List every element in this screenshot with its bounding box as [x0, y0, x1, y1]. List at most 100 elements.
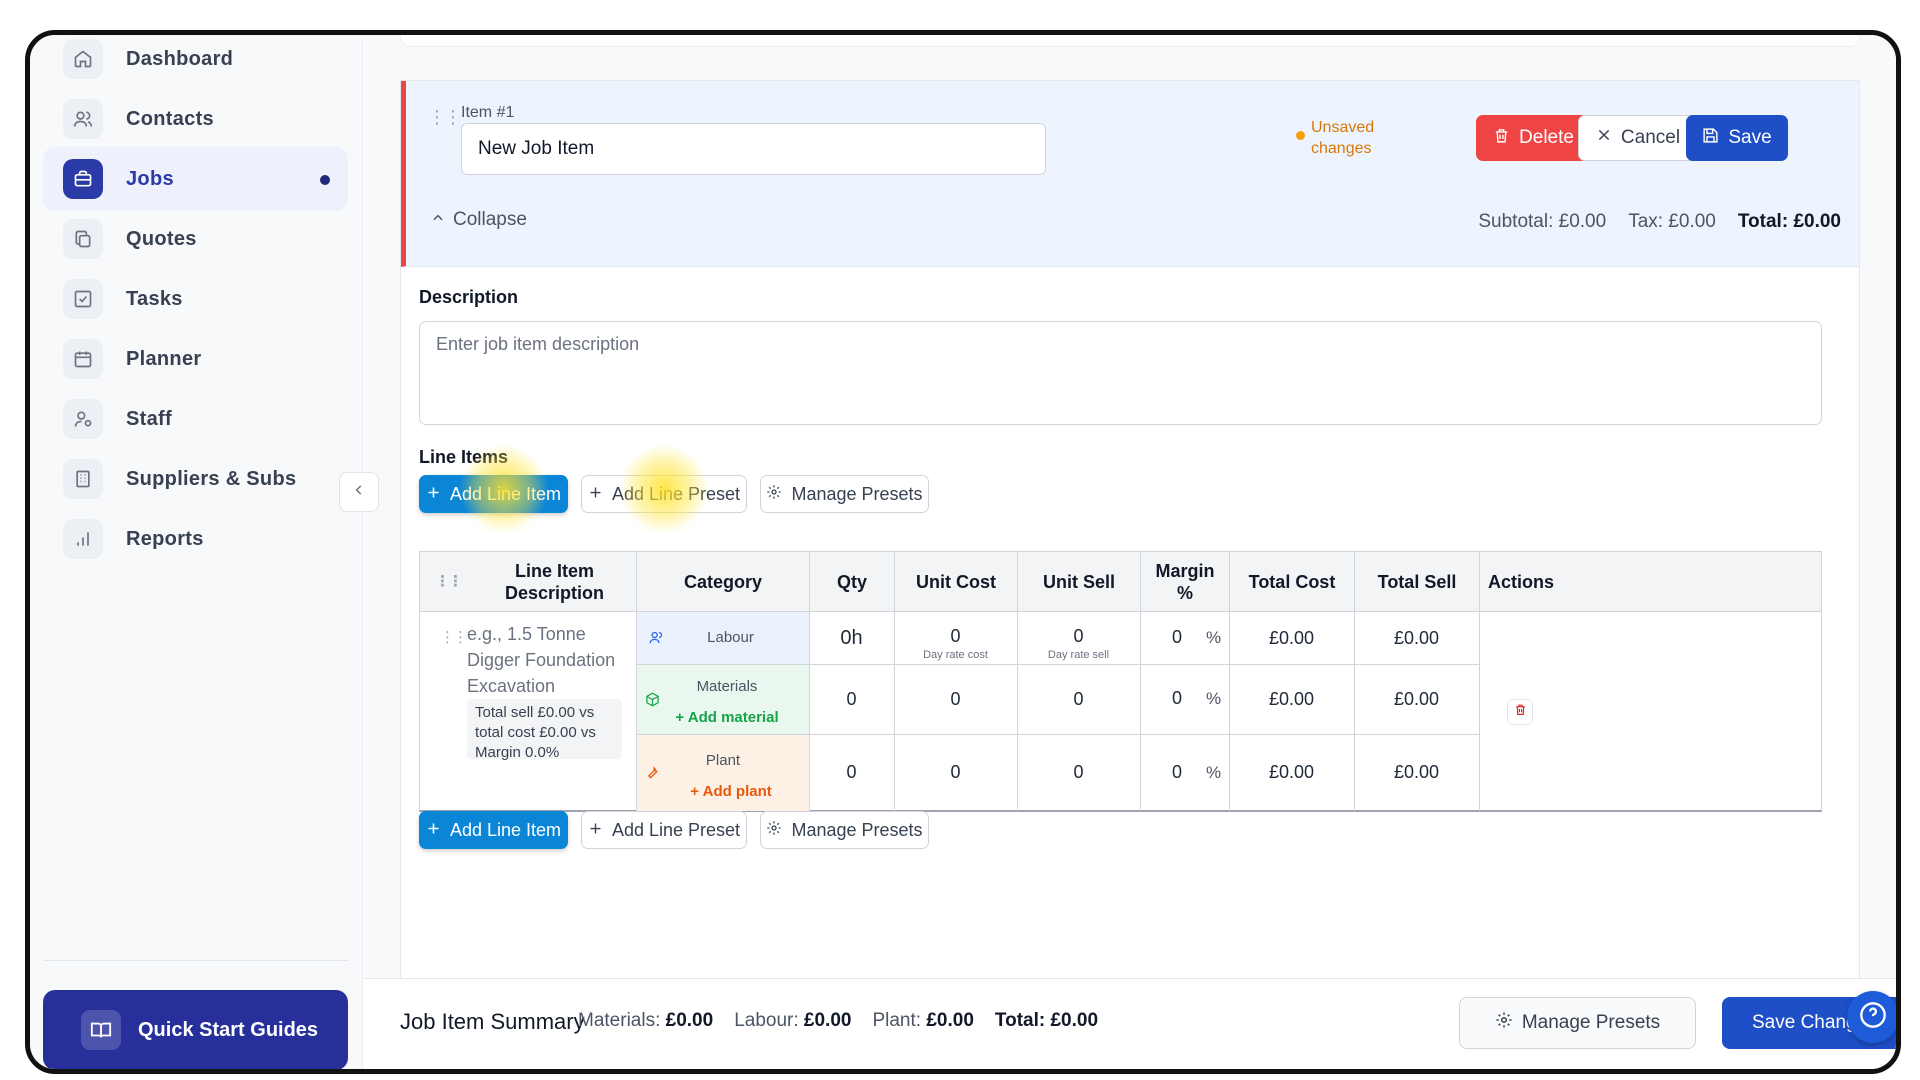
- unit-cost-value: 0: [950, 626, 961, 646]
- grid-line: [809, 734, 1479, 735]
- line-item-summary: Total sell £0.00 vs total cost £0.00 vs …: [467, 699, 622, 761]
- chevron-left-icon: [352, 483, 366, 502]
- unit-cost-input-plant[interactable]: 0: [950, 762, 961, 782]
- tax-text: Tax: £0.00: [1628, 211, 1716, 232]
- sidebar-item-reports[interactable]: Reports: [43, 507, 348, 571]
- sidebar-item-quotes[interactable]: Quotes: [43, 207, 348, 271]
- unit-cost-input-materials[interactable]: 0: [950, 688, 961, 709]
- qty-input-labour[interactable]: 0h: [840, 626, 863, 649]
- quick-start-guides-button[interactable]: Quick Start Guides: [43, 990, 348, 1069]
- sidebar-item-suppliers[interactable]: Suppliers & Subs: [43, 447, 348, 511]
- floppy-disk-icon: [1702, 127, 1728, 150]
- margin-input-materials[interactable]: 0 %: [1140, 664, 1229, 734]
- add-plant-label: Add plant: [702, 783, 772, 800]
- unsaved-indicator: Unsaved changes: [1296, 117, 1391, 159]
- table-header: ⋮⋮ Line Item Description Category Qty Un…: [420, 552, 1821, 612]
- drag-handle-icon: ⋮⋮: [435, 573, 463, 590]
- sidebar-collapse-button[interactable]: [339, 472, 379, 512]
- sidebar-item-label: Reports: [126, 527, 204, 550]
- manage-presets-label: Manage Presets: [791, 819, 923, 840]
- qty-input-plant[interactable]: 0: [846, 762, 857, 782]
- calendar-icon: [63, 339, 103, 379]
- sidebar-item-dashboard[interactable]: Dashboard: [43, 35, 348, 91]
- column-header-description: ⋮⋮ Line Item Description: [420, 552, 636, 612]
- drag-handle-icon[interactable]: ⋮⋮: [428, 107, 462, 127]
- cancel-button[interactable]: Cancel: [1578, 115, 1698, 161]
- collapse-toggle[interactable]: Collapse: [431, 209, 527, 231]
- unit-sell-input-materials[interactable]: 0: [1073, 688, 1084, 709]
- manage-presets-label: Manage Presets: [1521, 1012, 1661, 1033]
- grid-line: [636, 612, 637, 811]
- briefcase-icon: [63, 159, 103, 199]
- help-button[interactable]: [1847, 991, 1896, 1043]
- margin-unit: %: [1206, 763, 1222, 782]
- total-sell-labour: £0.00: [1393, 627, 1440, 648]
- add-line-item-label: Add Line Item: [449, 483, 562, 504]
- summary-total: Total: £0.00: [994, 1010, 1099, 1031]
- add-line-preset-button[interactable]: Add Line Preset: [581, 475, 747, 513]
- gear-icon: [766, 484, 791, 505]
- grid-line: [1140, 612, 1141, 811]
- manage-presets-footer-button[interactable]: Manage Presets: [1459, 997, 1696, 1049]
- previous-card: [400, 35, 1860, 47]
- unit-cost-hint: Day rate cost: [923, 649, 988, 661]
- grid-line: [1354, 612, 1355, 811]
- add-line-preset-button-bottom[interactable]: Add Line Preset: [581, 811, 747, 849]
- add-plant-link[interactable]: + Add plant: [690, 783, 772, 800]
- margin-input-labour[interactable]: 0 %: [1140, 612, 1229, 664]
- delete-button[interactable]: Delete: [1476, 115, 1591, 161]
- subtotal-text: Subtotal: £0.00: [1478, 211, 1607, 232]
- grid-line: [809, 612, 810, 811]
- add-material-label: Add material: [687, 709, 779, 726]
- save-changes-label: Save Changes: [1752, 1012, 1877, 1033]
- line-item-description-input[interactable]: e.g., 1.5 Tonne Digger Foundation Excava…: [467, 624, 616, 696]
- sidebar-item-label: Suppliers & Subs: [126, 467, 297, 490]
- home-icon: [63, 39, 103, 79]
- unit-sell-hint: Day rate sell: [1047, 649, 1110, 661]
- plant-stat: Plant: £0.00: [872, 1010, 973, 1032]
- manage-presets-button[interactable]: Manage Presets: [760, 475, 929, 513]
- margin-value: 0: [1172, 627, 1183, 647]
- close-icon: [1596, 127, 1621, 149]
- qty-input-materials[interactable]: 0: [846, 688, 857, 709]
- sidebar-item-planner[interactable]: Planner: [43, 327, 348, 391]
- drag-handle-icon[interactable]: ⋮⋮: [440, 629, 468, 646]
- summary-stats: Materials: £0.00 Labour: £0.00 Plant: £0…: [578, 1010, 1098, 1032]
- column-header-actions: Actions: [1479, 552, 1562, 612]
- manage-presets-button-bottom[interactable]: Manage Presets: [760, 811, 929, 849]
- add-material-link[interactable]: + Add material: [675, 709, 779, 726]
- description-textarea[interactable]: [419, 321, 1822, 425]
- sidebar-item-staff[interactable]: Staff: [43, 387, 348, 451]
- gear-icon: [766, 820, 791, 841]
- sidebar-item-label: Staff: [126, 407, 172, 430]
- help-circle-icon: [1859, 1001, 1887, 1034]
- sidebar-item-label: Quotes: [126, 227, 197, 250]
- plus-icon: [426, 484, 450, 505]
- delete-line-item-button[interactable]: [1507, 699, 1533, 725]
- labour-label: Labour:: [734, 1010, 799, 1031]
- sidebar-item-jobs[interactable]: Jobs: [43, 147, 348, 211]
- column-header-qty: Qty: [809, 552, 894, 612]
- margin-value: 0: [1172, 688, 1183, 708]
- margin-unit: %: [1206, 628, 1222, 647]
- add-line-item-button-bottom[interactable]: Add Line Item: [419, 811, 568, 849]
- chevron-up-icon: [431, 209, 453, 231]
- unit-sell-input-plant[interactable]: 0: [1073, 762, 1084, 782]
- sidebar-item-tasks[interactable]: Tasks: [43, 267, 348, 331]
- summary-title: Job Item Summary: [400, 1009, 585, 1034]
- unit-sell-input-labour[interactable]: 0 Day rate sell: [1017, 612, 1140, 664]
- description-label: Description: [419, 287, 519, 307]
- unit-cost-input-labour[interactable]: 0 Day rate cost: [894, 612, 1017, 664]
- save-button[interactable]: Save: [1686, 115, 1788, 161]
- line-items-table: ⋮⋮ Line Item Description Category Qty Un…: [419, 551, 1822, 812]
- item-name-input[interactable]: [461, 123, 1046, 175]
- line-items-label: Line Items: [419, 447, 509, 467]
- plus-icon: [426, 820, 450, 841]
- category-materials: Materials + Add material: [636, 664, 809, 734]
- checkbox-icon: [63, 279, 103, 319]
- add-line-item-button[interactable]: Add Line Item: [419, 475, 568, 513]
- main-content: ⋮⋮ Item #1 Unsaved changes Delete Cancel: [364, 35, 1896, 1069]
- delete-label: Delete: [1519, 127, 1574, 148]
- margin-input-plant[interactable]: 0 %: [1140, 734, 1229, 811]
- sidebar-item-contacts[interactable]: Contacts: [43, 87, 348, 151]
